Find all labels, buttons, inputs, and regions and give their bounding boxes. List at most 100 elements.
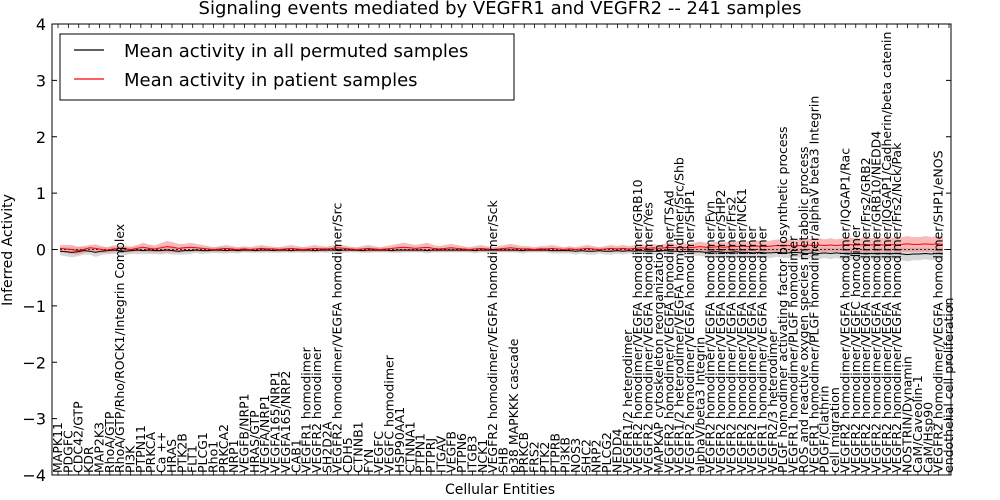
- legend-label-permuted: Mean activity in all permuted samples: [124, 41, 468, 62]
- legend-label-patient: Mean activity in patient samples: [124, 70, 418, 91]
- y-tick-label: 2: [36, 128, 46, 147]
- ticks-layer: −4 −3 −2 −1 0 1 2 3 4: [22, 15, 951, 485]
- x-tick-label: CaM/Caveolin-1: [910, 375, 925, 473]
- x-tick-label: FLT1: [185, 445, 200, 473]
- x-tick-label: VEGFC: [371, 431, 386, 473]
- x-tick-label: VEGFR1 homodimer/VEGFA homodimer: [755, 226, 770, 473]
- x-tick-label: CTNNA1: [402, 421, 417, 473]
- x-tick-label: VEGFA165/NRP1: [268, 371, 283, 473]
- plot-frame: [51, 23, 952, 476]
- x-tick-label: VEGFR2 homodimer/VEGFA homodimer/SHP1: [682, 189, 697, 473]
- x-tick-label: ITGB3: [464, 435, 479, 473]
- x-tick-label: VEGFR1/2 heterodimer: [620, 329, 635, 473]
- x-tick-label: ROS and reactive oxygen species metaboli…: [796, 146, 811, 473]
- x-tick-label: NRP2: [589, 439, 604, 473]
- x-tick-label: NEDD4: [609, 429, 624, 473]
- x-axis-label: Cellular Entities: [445, 482, 555, 498]
- x-tick-label: VEGFR2 homodimer/VEGFA homodimer/Fyn: [703, 201, 718, 473]
- x-tick-label: VEGFR2 homodimer/VEGFA homodimer/Sck: [485, 200, 500, 473]
- x-tick-label: CaM/Hsp90: [920, 402, 935, 473]
- x-tick-label: PI3K: [123, 445, 138, 473]
- permuted-mean-line: [59, 249, 944, 256]
- x-tick-label: CDC42/GTP: [71, 401, 86, 473]
- x-tick-label: HRAS/GTP: [247, 410, 262, 473]
- x-tick-label: NOS3: [568, 438, 583, 473]
- x-tick-label: SH2D2A: [319, 421, 334, 473]
- x-tick-label: HSP90AA1: [392, 407, 407, 473]
- x-tick-label: VEGFA/NRP1: [257, 395, 272, 473]
- y-tick-label: 4: [36, 15, 46, 34]
- x-tick-label: VEGFR2 homodimer/VEGFA homodimer/NCK1: [734, 188, 749, 473]
- x-tick-label: FRS2: [527, 441, 542, 473]
- x-tick-label: CAB1: [288, 439, 303, 473]
- x-tick-label: VEGFC homodimer: [382, 354, 397, 473]
- x-tick-label: PTPN1: [413, 433, 428, 473]
- y-axis-label: Inferred Activity: [0, 194, 16, 306]
- x-tick-label: PLGF homodimer activating factor biosynt…: [775, 126, 790, 473]
- y-tick-label: −4: [22, 466, 46, 485]
- x-tick-label: VEGFR1 homodimer: [299, 346, 314, 473]
- lines-layer: [52, 243, 951, 256]
- x-tick-label: cell migration: [827, 387, 842, 473]
- x-tick-label: VEGFR2 homodimer/VEGFA homodimer/Frs2: [723, 196, 738, 473]
- x-tick-label: VEGFR2 homodimer/VEGFA homodimer/GRB10/N…: [868, 131, 883, 473]
- x-tick-label: KDR: [81, 446, 96, 473]
- legend: Mean activity in all permuted samples Me…: [59, 33, 515, 101]
- x-tick-label: MAP2K3: [91, 422, 106, 473]
- x-tick-label: FYN: [361, 449, 376, 473]
- x-tick-label: SHC2: [578, 439, 593, 473]
- x-tick-label: VEGFR2 homodimer/VEGFA homodimer/Yes: [641, 202, 656, 473]
- x-tick-label: ITGAV: [433, 435, 448, 473]
- x-tick-label: HRAS: [164, 439, 179, 473]
- x-tick-label: PTPRB: [547, 433, 562, 473]
- y-tick-label: 1: [36, 184, 46, 203]
- x-tick-label: VEGFR2 homodimer/VEGFA homodimer/Frs2/Nc…: [889, 142, 904, 473]
- y-tick-label: −1: [22, 297, 46, 316]
- x-tick-label: endothelial cell proliferation: [941, 298, 956, 473]
- x-tick-label: VEGFB/NRP1: [236, 393, 251, 473]
- x-tick-label: VEGFR2 homodimer/VEGFA homodimer: [744, 226, 759, 473]
- x-tick-label: PTPRJ: [423, 438, 438, 473]
- x-tick-label: PTPN6: [454, 433, 469, 473]
- x-tick-label: MAPKAP cytoskeleton reorganization: [651, 244, 666, 473]
- x-tick-label: PLCG2: [599, 432, 614, 473]
- x-tick-label: PTPN11: [133, 425, 148, 473]
- x-tick-label: CTNNB1: [350, 421, 365, 473]
- x-tick-label: VEGFR2 homodimer/VEGFA homodimer/GRB10: [630, 179, 645, 473]
- x-tick-label: p38 MAPKKK cascade: [506, 338, 521, 473]
- y-tick-label: 0: [36, 241, 46, 260]
- x-tick-label: PRKCB: [516, 432, 531, 473]
- x-tick-labels-layer: MAPK11PDGFCCDC42/GTPKDRMAP2K3RhoA/GTPRho…: [50, 32, 956, 473]
- x-tick-label: VEGFR2 homodimer/VEGFA homodimer/Frs2/GR…: [858, 157, 873, 473]
- x-tick-label: CDH5: [340, 437, 355, 473]
- x-tick-label: VEGFR2 homodimer/VEGFA homodimer/IQGAP1/…: [837, 148, 852, 473]
- x-tick-label: Ca ++: [154, 432, 169, 473]
- x-tick-label: VEGFA165/NRP2: [278, 371, 293, 473]
- x-tick-label: Rho1: [205, 441, 220, 473]
- x-tick-label: PDGFC: [60, 430, 75, 473]
- x-tick-label: PRKCA2: [216, 424, 231, 473]
- chart-title: Signaling events mediated by VEGFR1 and …: [199, 0, 802, 19]
- x-tick-label: VEGFR2 homodimer/VEGFA homodimer/SHP1/eN…: [931, 150, 946, 473]
- x-tick-label: NCK1: [475, 439, 490, 473]
- x-tick-label: MAPK11: [50, 422, 65, 473]
- x-tick-label: VEGFR1 homodimer/PLGF homodimer/alphaV b…: [806, 96, 821, 473]
- legend-box: [59, 33, 515, 101]
- x-tick-label: VEGFR2 homodimer/VEGFA homodimer/TSAd: [661, 190, 676, 473]
- y-tick-label: 3: [36, 71, 46, 90]
- x-tick-label: VEGFR2 homodimer/VEGFA homodimer/Src: [330, 203, 345, 473]
- x-tick-label: VEGFR2 homodimer/VEGFA homodimer/SHP2: [713, 189, 728, 473]
- x-tick-label: RhoA/GTP/Rho/ROCK1/Integrin Complex: [112, 224, 127, 473]
- x-tick-label: PLCG1: [195, 432, 210, 473]
- x-tick-label: VEGFB: [444, 431, 459, 473]
- x-tick-label: VEGFR2 homodimer/VEGFC homodimer: [848, 224, 863, 473]
- x-tick-label: RhoA/GTP: [102, 411, 117, 473]
- y-tick-label: −2: [22, 353, 46, 372]
- x-tick-label: NRP1: [226, 439, 241, 473]
- x-tick-label: PTK2: [537, 442, 552, 473]
- x-tick-label: PDGF/Clathrin: [817, 386, 832, 473]
- x-tick-label: NOSTRIN/Dynamin: [900, 356, 915, 473]
- x-tick-label: VEGFR2 homodimer/VEGFA homodimer/IQGAP1/…: [879, 32, 894, 473]
- x-tick-label: VEGFR2/3 heterodimer: [765, 329, 780, 473]
